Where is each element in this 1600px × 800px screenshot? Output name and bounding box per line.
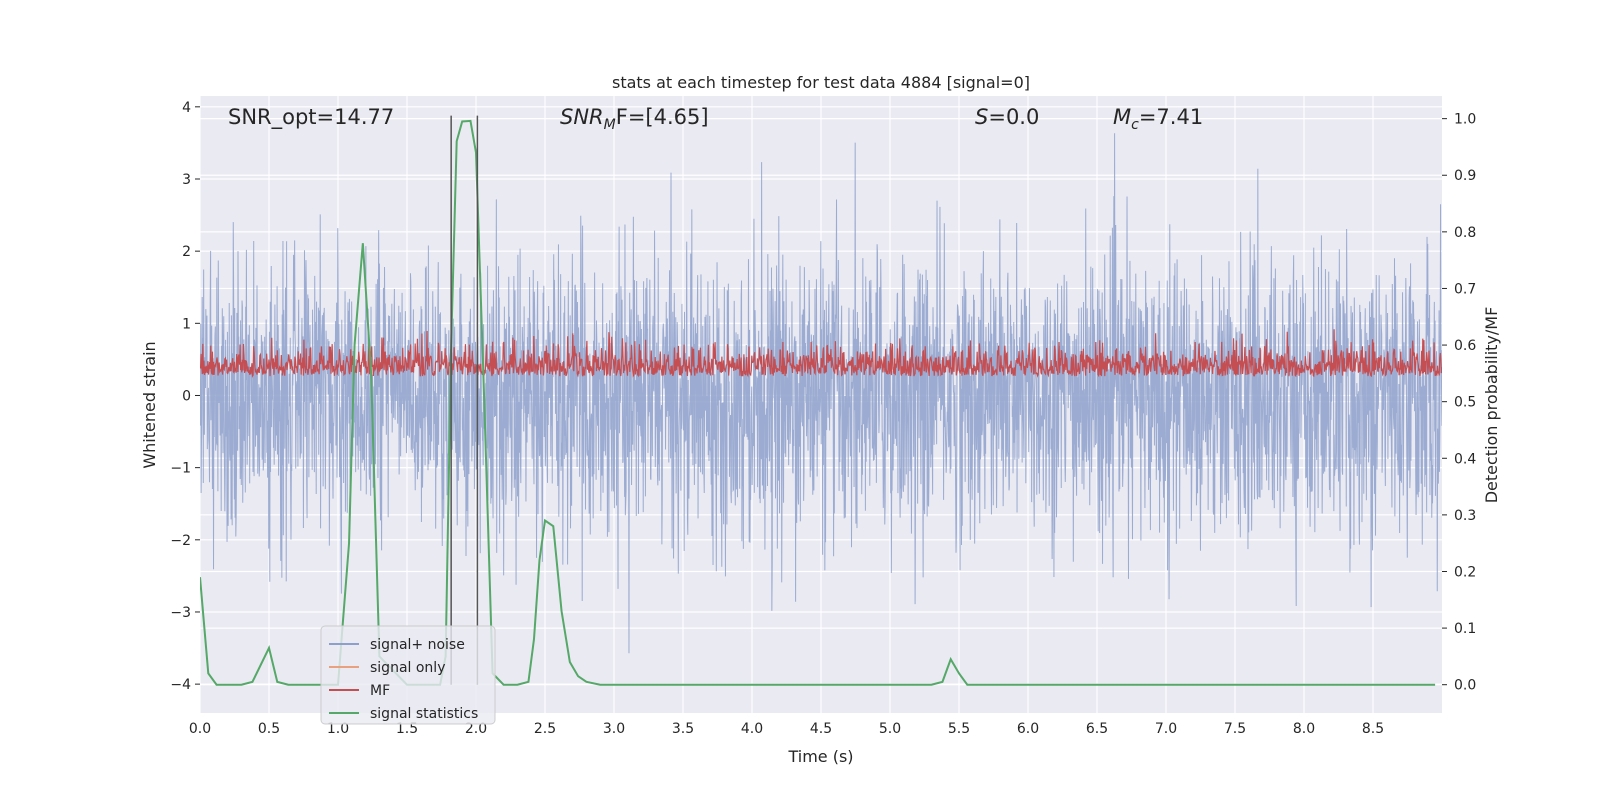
- y-tick-label-right: 0.7: [1454, 281, 1476, 297]
- annotation-s-main: S: [975, 105, 988, 129]
- annotation-s: S=0.0: [975, 105, 1039, 129]
- x-tick-label: 0.5: [258, 721, 280, 737]
- annotation-snr-mf-sub: M: [604, 117, 616, 133]
- x-tick-label: 7.0: [1155, 721, 1177, 737]
- x-tick-label: 5.5: [948, 721, 970, 737]
- annotation-mc: Mc=7.41: [1113, 105, 1203, 133]
- y-tick-label-right: 0.0: [1454, 678, 1476, 694]
- y-tick-label-right: 0.4: [1454, 451, 1476, 467]
- y-tick-label-left: −4: [170, 677, 191, 693]
- y-axis-left-label: Whitened strain: [140, 341, 159, 468]
- y-tick-label-left: 0: [182, 388, 191, 404]
- vertical-markers: [450, 115, 479, 685]
- y-tick-label-right: 0.8: [1454, 225, 1476, 241]
- y-tick-label-right: 0.2: [1454, 564, 1476, 580]
- annotation-snr-mf-main: SNR: [560, 105, 604, 129]
- y-tick-label-right: 0.6: [1454, 338, 1476, 354]
- y-tick-label-left: −1: [170, 461, 191, 477]
- series-signal-noise: [200, 133, 1442, 654]
- annotation-snr-mf: SNRMF=[4.65]: [560, 105, 709, 133]
- x-tick-label: 6.0: [1017, 721, 1039, 737]
- x-tick-label: 2.0: [465, 721, 487, 737]
- series-mf: [200, 329, 1442, 378]
- y-tick-label-left: 2: [182, 244, 191, 260]
- y-axis-left-ticks: −4 −3 −2 −1 0 1 2 3 4: [170, 100, 200, 693]
- x-tick-label: 3.0: [603, 721, 625, 737]
- legend-frame: [320, 625, 496, 725]
- x-tick-label: 2.5: [534, 721, 556, 737]
- x-tick-label: 5.0: [879, 721, 901, 737]
- y-tick-label-right: 0.9: [1454, 168, 1476, 184]
- legend-label: signal only: [370, 660, 445, 676]
- legend-label: signal statistics: [370, 706, 478, 722]
- x-tick-label: 8.5: [1362, 721, 1384, 737]
- legend-label: MF: [370, 683, 390, 699]
- legend: signal+ noise signal only MF signal statist…: [320, 625, 496, 725]
- legend-label: signal+ noise: [370, 637, 465, 653]
- x-tick-label: 1.5: [396, 721, 418, 737]
- y-tick-label-left: −3: [170, 605, 191, 621]
- annotation-mc-main: M: [1113, 105, 1131, 129]
- y-tick-label-right: 1.0: [1454, 112, 1476, 128]
- annotation-s-rest: =0.0: [988, 105, 1039, 129]
- annotation-snr-mf-rest: F=[4.65]: [616, 105, 709, 129]
- x-tick-label: 7.5: [1224, 721, 1246, 737]
- series-signal-statistics: [200, 119, 1436, 686]
- x-tick-label: 0.0: [189, 721, 211, 737]
- x-axis-ticks: 0.0 0.5 1.0 1.5 2.0 2.5 3.0 3.5 4.0 4.5 5.0 5.5 6.0 6…: [189, 721, 1384, 737]
- annotation-mc-rest: =7.41: [1139, 105, 1203, 129]
- y-tick-label-left: 1: [182, 316, 191, 332]
- series-layer: [200, 119, 1442, 686]
- x-tick-label: 6.5: [1086, 721, 1108, 737]
- y-tick-label-right: 0.3: [1454, 508, 1476, 524]
- legend-items: signal+ noise signal only MF signal statist…: [329, 637, 478, 722]
- y-tick-label-right: 0.5: [1454, 395, 1476, 411]
- y-axis-right-label: Detection probability/MF: [1482, 307, 1501, 504]
- y-tick-label-left: 3: [182, 172, 191, 188]
- annotation-mc-sub: c: [1131, 117, 1139, 133]
- chart-title: stats at each timestep for test data 488…: [612, 73, 1030, 92]
- x-tick-label: 4.5: [810, 721, 832, 737]
- y-tick-label-right: 0.1: [1454, 621, 1476, 637]
- x-tick-label: 1.0: [327, 721, 349, 737]
- x-axis-label: Time (s): [787, 747, 853, 766]
- x-tick-label: 4.0: [741, 721, 763, 737]
- y-tick-label-left: −2: [170, 533, 191, 549]
- x-tick-label: 3.5: [672, 721, 694, 737]
- y-tick-label-left: 4: [182, 100, 191, 116]
- annotation-snr-opt: SNR_opt=14.77: [228, 105, 394, 130]
- y-axis-right-ticks: 0.0 0.1 0.2 0.3 0.4 0.5 0.6 0.7 0.8 0.9 1.0: [1442, 112, 1476, 694]
- x-tick-label: 8.0: [1293, 721, 1315, 737]
